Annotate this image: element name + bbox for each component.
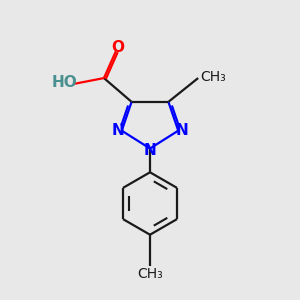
Text: CH₃: CH₃ [137,267,163,281]
Text: N: N [112,123,124,138]
Text: O: O [112,40,125,55]
Text: N: N [144,143,156,158]
Text: N: N [176,123,188,138]
Text: HO: HO [52,75,77,90]
Text: CH₃: CH₃ [200,70,226,84]
